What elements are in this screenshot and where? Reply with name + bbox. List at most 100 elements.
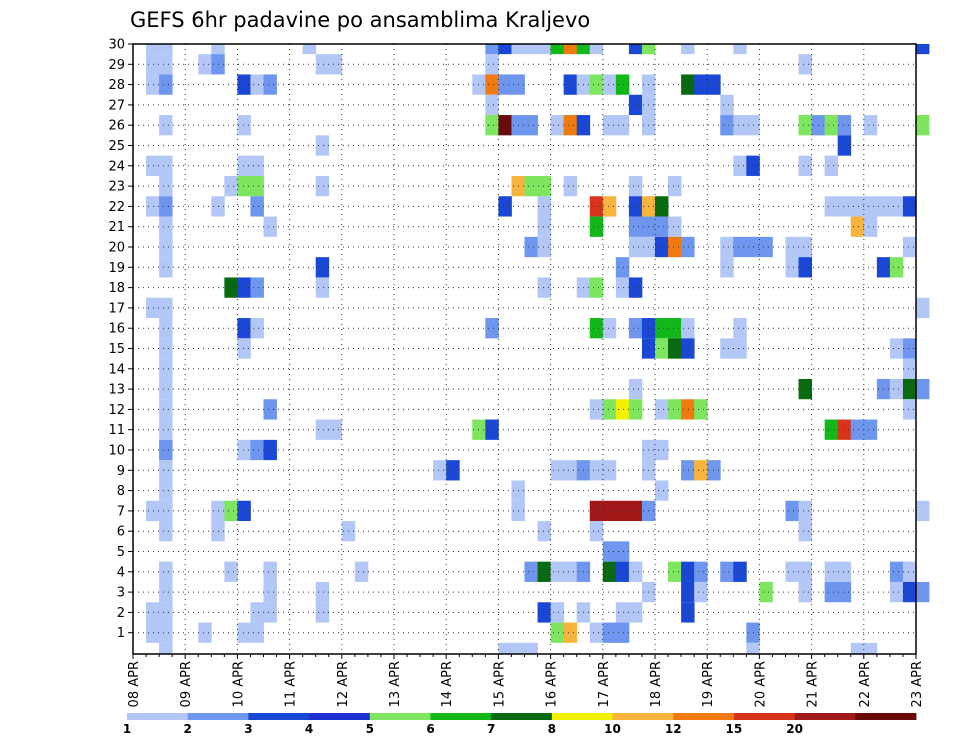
heatmap-cell: [159, 581, 173, 603]
heatmap-cell: [485, 54, 499, 75]
y-axis: 1234567891011121314151617181920212223242…: [108, 38, 133, 641]
y-tick-label: 26: [108, 119, 125, 134]
y-tick-label: 25: [108, 139, 125, 154]
heatmap-cell: [615, 622, 630, 643]
heatmap-cell: [681, 338, 695, 359]
x-tick-label: 16 APR: [545, 661, 560, 707]
heatmap-cell: [563, 460, 578, 481]
heatmap-cell: [250, 277, 264, 298]
heatmap-cell: [668, 318, 682, 339]
heatmap-cell: [146, 155, 160, 176]
heatmap-cell: [824, 155, 839, 176]
heatmap-cell: [159, 439, 173, 461]
heatmap-cell: [159, 54, 173, 75]
heatmap-cell: [628, 318, 643, 339]
heatmap-cell: [681, 561, 695, 582]
heatmap-cell: [159, 500, 173, 522]
heatmap-cell: [237, 155, 251, 176]
y-tick-label: 16: [108, 322, 125, 337]
heatmap-cell: [550, 460, 565, 481]
heatmap-cell: [824, 115, 839, 136]
heatmap-cell: [615, 500, 630, 522]
heatmap-cell: [159, 358, 173, 379]
heatmap-cell: [589, 196, 604, 217]
y-tick-label: 23: [108, 180, 125, 195]
heatmap-cell: [237, 500, 251, 522]
heatmap-cell: [733, 338, 747, 359]
y-tick-label: 14: [108, 362, 125, 377]
heatmap-cell: [902, 358, 917, 379]
y-tick-label: 5: [117, 545, 125, 560]
heatmap-cell: [615, 257, 630, 278]
heatmap-cell: [785, 500, 799, 522]
heatmap-cell: [302, 44, 317, 55]
x-tick-label: 10 APR: [231, 661, 246, 707]
heatmap-cell: [250, 196, 264, 217]
heatmap-cell: [785, 257, 799, 278]
heatmap-cell: [824, 561, 839, 582]
heatmap-cell: [315, 602, 330, 623]
x-axis: 08 APR 09 APR 10 APR 11 APR 12 APR 13 APR 14 A…: [127, 654, 925, 707]
heatmap-cell: [224, 500, 238, 522]
heatmap-cell: [315, 257, 330, 278]
y-tick-label: 9: [117, 464, 125, 479]
heatmap-cell: [733, 44, 747, 55]
heatmap-cell: [250, 622, 264, 643]
heatmap-cell: [589, 460, 604, 481]
colorbar-swatch: [612, 713, 674, 720]
heatmap-cell: [824, 419, 839, 440]
heatmap-cell: [250, 318, 264, 339]
heatmap-cell: [916, 500, 930, 522]
heatmap-cell: [263, 399, 277, 420]
heatmap-cell: [759, 581, 773, 603]
colorbar-label: 7: [487, 722, 495, 736]
heatmap-cell: [798, 115, 812, 136]
heatmap-cell: [602, 318, 617, 339]
heatmap-cell: [850, 216, 865, 237]
heatmap-cell: [159, 297, 173, 319]
heatmap-cell: [655, 318, 669, 339]
heatmap-cell: [798, 54, 812, 75]
heatmap-cell: [354, 561, 369, 582]
heatmap-cell: [889, 378, 904, 400]
heatmap-cell: [902, 378, 917, 400]
heatmap-cell: [159, 236, 173, 258]
heatmap-cell: [146, 622, 160, 643]
heatmap-cell: [433, 460, 447, 481]
heatmap-cell: [159, 642, 173, 654]
heatmap-cell: [237, 318, 251, 339]
heatmap-cell: [146, 500, 160, 522]
heatmap-cell: [263, 216, 277, 237]
heatmap-cell: [628, 196, 643, 217]
heatmap-cell: [159, 480, 173, 501]
heatmap-cell: [889, 257, 904, 278]
heatmap-cell: [628, 602, 643, 623]
y-tick-label: 27: [108, 98, 125, 113]
colorbar-label: 20: [786, 722, 803, 736]
x-tick-label: 14 APR: [440, 661, 455, 707]
heatmap-cell: [159, 602, 173, 623]
heatmap-cell: [537, 196, 551, 217]
heatmap-cell: [916, 297, 930, 319]
heatmap-cell: [863, 115, 878, 136]
heatmap-cell: [524, 175, 538, 197]
y-tick-label: 11: [108, 423, 125, 438]
y-tick-label: 13: [108, 383, 125, 398]
heatmap-cell: [602, 115, 617, 136]
heatmap-cell: [159, 175, 173, 197]
heatmap-cell: [146, 602, 160, 623]
heatmap-cell: [537, 216, 551, 237]
heatmap-cell: [850, 196, 865, 217]
heatmap-cell: [681, 318, 695, 339]
colorbar-swatch: [127, 713, 189, 720]
heatmap-cell: [472, 74, 486, 95]
heatmap-cell: [146, 44, 160, 55]
heatmap-cell: [798, 561, 812, 582]
x-tick-label: 18 APR: [649, 661, 664, 707]
heatmap-cell: [537, 521, 551, 542]
heatmap-cell: [250, 155, 264, 176]
heatmap-cell: [681, 399, 695, 420]
x-tick-label: 17 APR: [597, 661, 612, 707]
heatmap-cell: [224, 277, 238, 298]
heatmap-cell: [720, 257, 734, 278]
